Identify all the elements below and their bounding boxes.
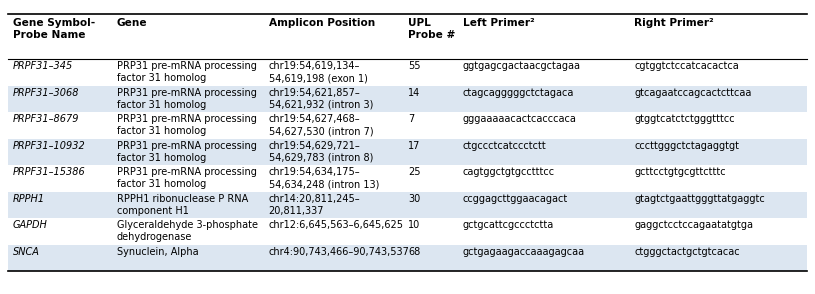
Text: GAPDH: GAPDH bbox=[13, 220, 48, 230]
Text: gtcagaatccagcactcttcaa: gtcagaatccagcactcttcaa bbox=[634, 88, 751, 98]
Bar bbox=[8, 86, 807, 112]
Text: PRPF31–3068: PRPF31–3068 bbox=[13, 88, 79, 98]
Text: 14: 14 bbox=[408, 88, 421, 98]
Text: gctgcattcgccctctta: gctgcattcgccctctta bbox=[463, 220, 554, 230]
Bar bbox=[8, 218, 807, 245]
Text: cagtggctgtgcctttcc: cagtggctgtgcctttcc bbox=[463, 168, 555, 178]
Text: PRP31 pre-mRNA processing
factor 31 homolog: PRP31 pre-mRNA processing factor 31 homo… bbox=[117, 114, 257, 136]
Text: chr19:54,619,134–
54,619,198 (exon 1): chr19:54,619,134– 54,619,198 (exon 1) bbox=[268, 61, 368, 83]
Text: gcttcctgtgcgttctttc: gcttcctgtgcgttctttc bbox=[634, 168, 726, 178]
Text: gctgagaagaccaaagagcaa: gctgagaagaccaaagagcaa bbox=[463, 247, 584, 257]
Text: 17: 17 bbox=[408, 141, 421, 151]
Text: chr19:54,629,721–
54,629,783 (intron 8): chr19:54,629,721– 54,629,783 (intron 8) bbox=[268, 141, 373, 163]
Text: PRPF31–15386: PRPF31–15386 bbox=[13, 168, 86, 178]
Text: Amplicon Position: Amplicon Position bbox=[268, 18, 375, 28]
Text: Gene Symbol-
Probe Name: Gene Symbol- Probe Name bbox=[13, 18, 95, 39]
Text: gtagtctgaattgggttatgaggtc: gtagtctgaattgggttatgaggtc bbox=[634, 194, 765, 204]
Bar bbox=[8, 139, 807, 165]
Text: cccttgggctctagaggtgt: cccttgggctctagaggtgt bbox=[634, 141, 739, 151]
Text: Left Primer²: Left Primer² bbox=[463, 18, 535, 28]
Text: ctagcagggggctctagaca: ctagcagggggctctagaca bbox=[463, 88, 574, 98]
Text: gggaaaaacactcacccaca: gggaaaaacactcacccaca bbox=[463, 114, 576, 124]
Text: chr14:20,811,245–
20,811,337: chr14:20,811,245– 20,811,337 bbox=[268, 194, 360, 216]
Text: RPPH1 ribonuclease P RNA
component H1: RPPH1 ribonuclease P RNA component H1 bbox=[117, 194, 248, 216]
Text: PRP31 pre-mRNA processing
factor 31 homolog: PRP31 pre-mRNA processing factor 31 homo… bbox=[117, 168, 257, 189]
Text: RPPH1: RPPH1 bbox=[13, 194, 45, 204]
Text: 25: 25 bbox=[408, 168, 421, 178]
Bar bbox=[8, 14, 807, 59]
Bar bbox=[8, 112, 807, 139]
Text: Glyceraldehyde 3-phosphate
dehydrogenase: Glyceraldehyde 3-phosphate dehydrogenase bbox=[117, 220, 258, 242]
Text: chr12:6,645,563–6,645,625: chr12:6,645,563–6,645,625 bbox=[268, 220, 403, 230]
Bar bbox=[8, 59, 807, 86]
Text: chr19:54,621,857–
54,621,932 (intron 3): chr19:54,621,857– 54,621,932 (intron 3) bbox=[268, 88, 373, 110]
Text: 30: 30 bbox=[408, 194, 421, 204]
Text: PRPF31–8679: PRPF31–8679 bbox=[13, 114, 79, 124]
Text: 10: 10 bbox=[408, 220, 421, 230]
Text: SNCA: SNCA bbox=[13, 247, 40, 257]
Text: 7: 7 bbox=[408, 114, 415, 124]
Text: 68: 68 bbox=[408, 247, 421, 257]
Text: gtggtcatctctgggtttcc: gtggtcatctctgggtttcc bbox=[634, 114, 735, 124]
Text: Right Primer²: Right Primer² bbox=[634, 18, 714, 28]
Text: cgtggtctccatcacactca: cgtggtctccatcacactca bbox=[634, 61, 739, 71]
Text: chr4:90,743,466–90,743,537: chr4:90,743,466–90,743,537 bbox=[268, 247, 409, 257]
Text: PRP31 pre-mRNA processing
factor 31 homolog: PRP31 pre-mRNA processing factor 31 homo… bbox=[117, 88, 257, 110]
Text: ccggagcttggaacagact: ccggagcttggaacagact bbox=[463, 194, 568, 204]
Text: 55: 55 bbox=[408, 61, 421, 71]
Text: Gene: Gene bbox=[117, 18, 148, 28]
Bar bbox=[8, 192, 807, 218]
Text: chr19:54,634,175–
54,634,248 (intron 13): chr19:54,634,175– 54,634,248 (intron 13) bbox=[268, 168, 379, 189]
Text: ggtgagcgactaacgctagaa: ggtgagcgactaacgctagaa bbox=[463, 61, 580, 71]
Text: chr19:54,627,468–
54,627,530 (intron 7): chr19:54,627,468– 54,627,530 (intron 7) bbox=[268, 114, 373, 136]
Text: ctgggctactgctgtcacac: ctgggctactgctgtcacac bbox=[634, 247, 740, 257]
Text: ctgccctcatccctctt: ctgccctcatccctctt bbox=[463, 141, 546, 151]
Text: PRP31 pre-mRNA processing
factor 31 homolog: PRP31 pre-mRNA processing factor 31 homo… bbox=[117, 141, 257, 163]
Bar bbox=[8, 165, 807, 192]
Bar bbox=[8, 245, 807, 271]
Text: UPL
Probe #: UPL Probe # bbox=[408, 18, 456, 39]
Text: gaggctcctccagaatatgtga: gaggctcctccagaatatgtga bbox=[634, 220, 753, 230]
Text: PRP31 pre-mRNA processing
factor 31 homolog: PRP31 pre-mRNA processing factor 31 homo… bbox=[117, 61, 257, 83]
Text: PRPF31–10932: PRPF31–10932 bbox=[13, 141, 86, 151]
Text: Synuclein, Alpha: Synuclein, Alpha bbox=[117, 247, 198, 257]
Text: PRPF31–345: PRPF31–345 bbox=[13, 61, 73, 71]
